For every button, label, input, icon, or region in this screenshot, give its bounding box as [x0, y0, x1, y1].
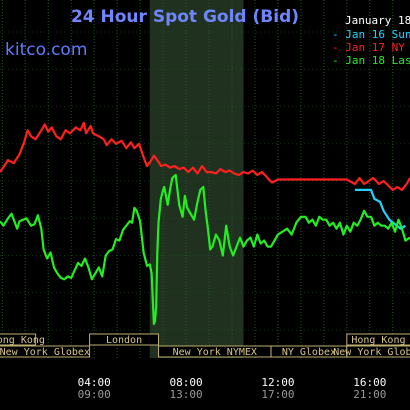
date-label: January 18: [345, 14, 410, 27]
session-box: London: [89, 333, 159, 346]
session-box: Hong Kong: [0, 333, 45, 346]
session-box-border: [346, 333, 410, 346]
chart-title: 24 Hour Spot Gold (Bid): [71, 7, 299, 27]
series-line-jan-17-ny-close: [0, 121, 410, 191]
session-label: New York Globex: [333, 347, 410, 358]
legend-entry: - Jan 18 Last: [332, 54, 410, 67]
session-box-border: [0, 345, 91, 358]
legend: - Jan 16 Sunday- Jan 17 NY Close- Jan 18…: [332, 28, 410, 67]
session-box-border: [346, 345, 410, 358]
session-box-border: [0, 333, 37, 346]
legend-entry: - Jan 16 Sunday: [332, 28, 410, 41]
session-label: New York Globex: [0, 347, 90, 358]
x-tick-sublabel: 13:00: [169, 388, 202, 401]
x-tick-sublabel: 21:00: [353, 388, 386, 401]
x-tick-sublabel: 17:00: [261, 388, 294, 401]
session-box: Hong Kong: [346, 333, 410, 346]
session-box: New York Globex: [333, 345, 410, 358]
x-tick-label: 12:00: [261, 376, 294, 389]
kitco-brand: kitco.com: [5, 40, 87, 60]
x-tick-sublabel: 09:00: [78, 388, 111, 401]
session-label: Hong Kong: [351, 335, 405, 346]
series-line-jan-18-last: [0, 173, 410, 326]
plot-area: [0, 121, 410, 326]
session-label: London: [106, 335, 142, 346]
legend-entry: - Jan 17 NY Close: [332, 41, 410, 54]
session-box: New York NYMEX: [157, 345, 272, 358]
session-box: New York Globex: [0, 345, 91, 358]
x-tick-label: 04:00: [78, 376, 111, 389]
x-tick-label: 16:00: [353, 376, 386, 389]
x-tick-label: 08:00: [169, 376, 202, 389]
session-label: New York NYMEX: [173, 347, 257, 358]
session-box-border: [89, 333, 159, 346]
session-label: Hong Kong: [0, 335, 45, 346]
session-label: NY Globex: [282, 347, 336, 358]
series-line-jan-16-sunday: [354, 188, 407, 230]
london-nymex-overlap-shade: [149, 0, 244, 358]
